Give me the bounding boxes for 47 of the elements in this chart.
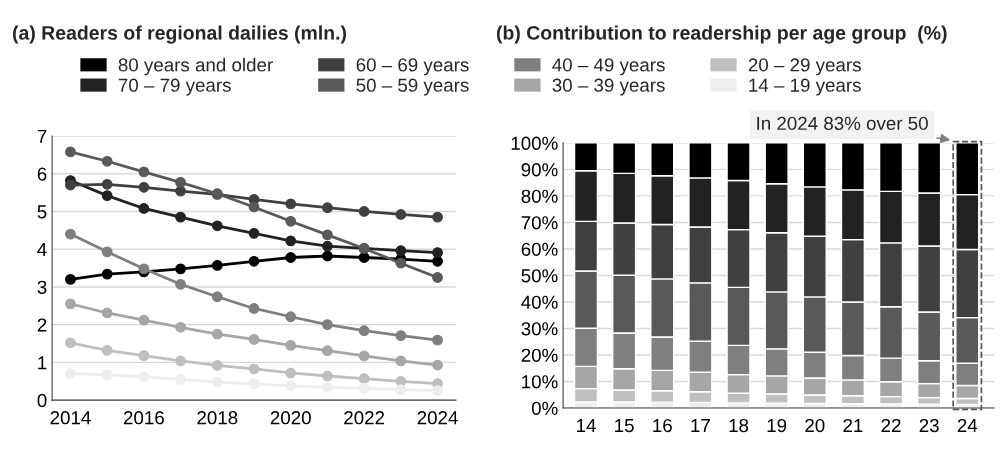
legend-label: 60 – 69 years — [356, 58, 469, 76]
x-tick-label: 23 — [919, 418, 939, 433]
y-tick-label: 50% — [521, 269, 558, 283]
x-tick-label: 14 — [577, 419, 596, 432]
x-tick-label: 21 — [843, 418, 863, 432]
y-tick-label: 0 — [37, 393, 47, 408]
x-tick-label: 2022 — [344, 411, 385, 425]
y-tick-label: 7 — [37, 129, 47, 143]
legend-label: 14 – 19 years — [749, 78, 861, 96]
x-tick-label: 20 — [805, 418, 825, 433]
y-tick-label: 80% — [521, 189, 558, 203]
x-tick-label: 2014 — [50, 411, 91, 425]
y-tick-label: 4 — [37, 243, 47, 256]
x-tick-label: 17 — [691, 419, 710, 432]
y-tick-label: 70% — [521, 216, 558, 230]
legend-label: 20 – 29 years — [748, 58, 861, 76]
y-tick-label: 90% — [521, 163, 558, 177]
y-tick-label: 30% — [521, 322, 558, 336]
legend-label: 80 years and older — [118, 57, 273, 76]
x-tick-label: 22 — [881, 418, 901, 432]
legend-label: 70 – 79 years — [118, 78, 231, 96]
x-tick-label: 18 — [729, 418, 749, 433]
y-tick-label: 100% — [511, 136, 558, 150]
x-tick-label: 19 — [767, 418, 787, 433]
y-tick-label: 3 — [37, 280, 47, 294]
x-tick-label: 15 — [615, 419, 634, 433]
x-tick-label: 2018 — [197, 411, 238, 425]
text: In 2024 83% over 50 — [757, 116, 928, 131]
y-tick-label: 6 — [37, 167, 47, 181]
legend-label: 30 – 39 years — [552, 78, 665, 96]
y-tick-label: 2 — [37, 318, 47, 332]
legend-label: 50 – 59 years — [356, 78, 469, 96]
x-tick-label: 2020 — [270, 411, 311, 425]
y-tick-label: 10% — [522, 375, 558, 389]
chart-title: (b) Contribution to readership per age group (%) — [496, 25, 947, 44]
x-tick-label: 24 — [957, 418, 978, 432]
y-tick-label: 0% — [531, 401, 558, 415]
y-tick-label: 40% — [521, 295, 558, 309]
y-tick-label: 20% — [521, 348, 558, 362]
y-tick-label: 1 — [38, 356, 47, 370]
chart-title: (a) Readers of regional dailies (mln.) — [12, 25, 347, 44]
y-tick-label: 5 — [37, 205, 47, 219]
x-tick-label: 2016 — [123, 411, 164, 425]
y-tick-label: 60% — [521, 242, 558, 256]
legend-label: 40 – 49 years — [552, 58, 665, 76]
x-tick-label: 16 — [653, 418, 672, 433]
x-tick-label: 2024 — [417, 411, 458, 425]
